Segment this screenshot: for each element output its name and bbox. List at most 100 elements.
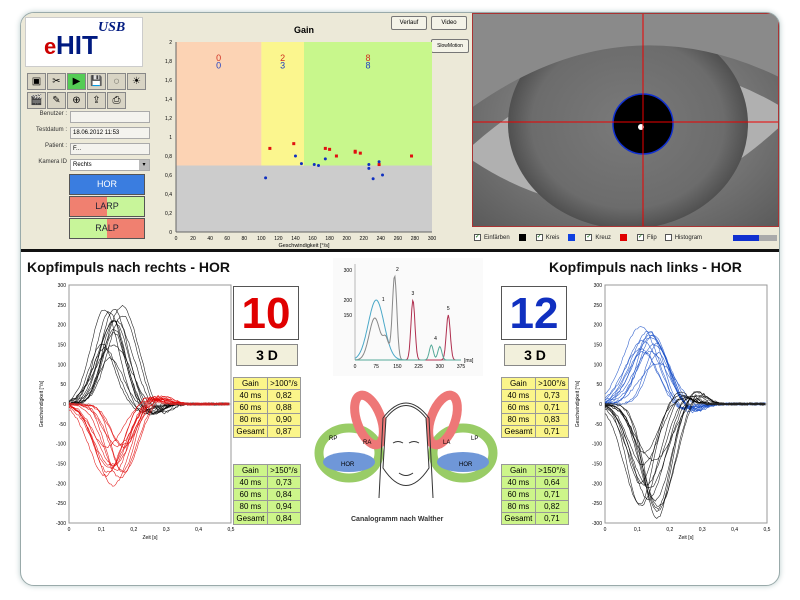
- canal-button-larp[interactable]: LARP: [69, 196, 145, 217]
- play-icon[interactable]: ▶: [67, 73, 86, 90]
- left-gain-table-150: Gain >150°/s 40 ms 0,64 60 ms 0,71 80 ms 0,82 Ge…: [501, 464, 570, 525]
- y-tick: 150: [344, 313, 353, 319]
- color-swatch[interactable]: [620, 234, 628, 241]
- y-axis-label: Geschwindigkeit [°/s]: [39, 380, 45, 427]
- trace-1: [604, 395, 766, 507]
- canal-button-hor[interactable]: HOR: [69, 174, 145, 195]
- y-tick: 300: [58, 283, 67, 289]
- patient-field[interactable]: F...: [70, 143, 150, 155]
- bulb-icon[interactable]: ☀: [127, 73, 146, 90]
- x-tick: 220: [360, 236, 369, 242]
- y-tick: 250: [58, 303, 67, 309]
- x-tick: 180: [325, 236, 334, 242]
- right-impulse-count: 10: [233, 286, 299, 340]
- count-blue: 0: [216, 61, 221, 71]
- table-cell: 0,83: [534, 413, 570, 426]
- legend-histogram[interactable]: Histogram: [664, 234, 702, 241]
- blue-point: [299, 162, 303, 166]
- y-tick: 0: [599, 402, 602, 408]
- legend-kreis[interactable]: ✓ Kreis: [535, 234, 586, 241]
- table-header: Gain >100°/s: [501, 377, 570, 390]
- svg-text:HOR: HOR: [459, 462, 473, 468]
- x-tick: 0,2: [130, 527, 137, 533]
- zone-2: [304, 42, 432, 166]
- table-row: Gesamt 0,87: [233, 425, 302, 438]
- eye-slider[interactable]: [733, 235, 777, 241]
- x-tick: 140: [291, 236, 300, 242]
- eraser-icon[interactable]: ✎: [47, 92, 66, 109]
- table-cell: 0,64: [534, 476, 570, 489]
- legend-kreuz[interactable]: ✓ Kreuz: [585, 234, 637, 241]
- user-field[interactable]: [70, 111, 150, 123]
- canal-buttons: HOR LARP RALP: [69, 174, 145, 240]
- x-tick: 0: [68, 527, 71, 533]
- header-cell: Gain: [233, 377, 268, 390]
- camera-select[interactable]: Rechts ▾: [70, 159, 150, 171]
- y-tick: 250: [594, 303, 603, 309]
- count-blue: 8: [365, 61, 370, 71]
- left-impulse-title: Kopfimpuls nach links - HOR: [549, 259, 742, 275]
- checkbox[interactable]: ✓: [637, 234, 645, 241]
- y-tick: -300: [592, 521, 602, 527]
- x-tick: 300: [436, 364, 445, 370]
- red-point: [328, 147, 332, 151]
- red-point: [358, 151, 362, 155]
- refresh-icon[interactable]: ◌: [107, 73, 126, 90]
- eye-camera-view[interactable]: [472, 13, 779, 227]
- checkbox[interactable]: ✓: [474, 234, 481, 241]
- left-impulse-count: 12: [501, 286, 567, 340]
- table-cell: Gesamt: [501, 425, 536, 438]
- globe-icon[interactable]: ⊕: [67, 92, 86, 109]
- legend-einfärben[interactable]: ✓ Einfärben: [474, 234, 536, 241]
- right-gain-table-150: Gain >150°/s 40 ms 0,73 60 ms 0,84 80 ms 0,94 Ge…: [233, 464, 302, 525]
- peak-label: 2: [396, 267, 399, 273]
- color-swatch[interactable]: [568, 234, 576, 241]
- x-axis-label: Geschwindigkeit [°/s]: [278, 243, 330, 249]
- count-blue: 3: [280, 61, 285, 71]
- folder-icon[interactable]: ▣: [27, 73, 46, 90]
- verlauf-button[interactable]: Verlauf: [391, 16, 427, 30]
- red-point: [410, 154, 414, 158]
- canal-button-ralp[interactable]: RALP: [69, 218, 145, 239]
- y-tick: 200: [344, 298, 353, 304]
- table-cell: 80 ms: [233, 413, 268, 426]
- table-cell: 60 ms: [501, 401, 536, 414]
- printer-icon[interactable]: ⎙: [107, 92, 126, 109]
- x-tick: 0,3: [699, 527, 706, 533]
- legend-flip[interactable]: ✓ Flip: [637, 234, 657, 241]
- checkbox[interactable]: ✓: [535, 234, 543, 241]
- chevron-down-icon[interactable]: ▾: [139, 160, 149, 170]
- save-icon[interactable]: 💾: [87, 73, 106, 90]
- x-axis-label: Zeit [s]: [142, 535, 158, 541]
- blue-point: [323, 157, 327, 161]
- y-tick: 0,8: [165, 154, 172, 160]
- right-gain-table-100: Gain >100°/s 40 ms 0,82 60 ms 0,88 80 ms 0,90 Ge…: [233, 377, 302, 438]
- tools-icon[interactable]: ✂: [47, 73, 66, 90]
- video-button[interactable]: Video: [431, 16, 467, 30]
- legend-label: Kreuz: [595, 234, 612, 241]
- table-cell: 80 ms: [233, 500, 268, 513]
- peak-label: 4: [434, 336, 437, 342]
- blue-point: [367, 166, 371, 170]
- table-row: 40 ms 0,73: [501, 389, 570, 402]
- export-icon[interactable]: ⇪: [87, 92, 106, 109]
- table-cell: 0,71: [534, 512, 570, 525]
- legend-label: Kreis: [545, 234, 560, 241]
- x-tick: 100: [257, 236, 266, 242]
- table-row: Gesamt 0,71: [501, 512, 570, 525]
- red-point: [292, 142, 296, 146]
- checkbox[interactable]: [664, 234, 672, 241]
- svg-text:HOR: HOR: [341, 462, 355, 468]
- color-swatch[interactable]: [518, 234, 526, 241]
- table-cell: 0,94: [266, 500, 302, 513]
- table-row: 60 ms 0,71: [501, 401, 570, 414]
- y-tick: 200: [58, 323, 67, 329]
- checkbox[interactable]: ✓: [585, 234, 593, 241]
- table-cell: Gesamt: [233, 425, 268, 438]
- peak-label: 5: [447, 306, 450, 312]
- table-cell: 0,71: [534, 401, 570, 414]
- date-field[interactable]: 18.06.2012 11:53: [70, 127, 150, 139]
- curve-4: [355, 344, 461, 361]
- x-tick: 280: [411, 236, 420, 242]
- clapper-icon[interactable]: 🎬: [27, 92, 46, 109]
